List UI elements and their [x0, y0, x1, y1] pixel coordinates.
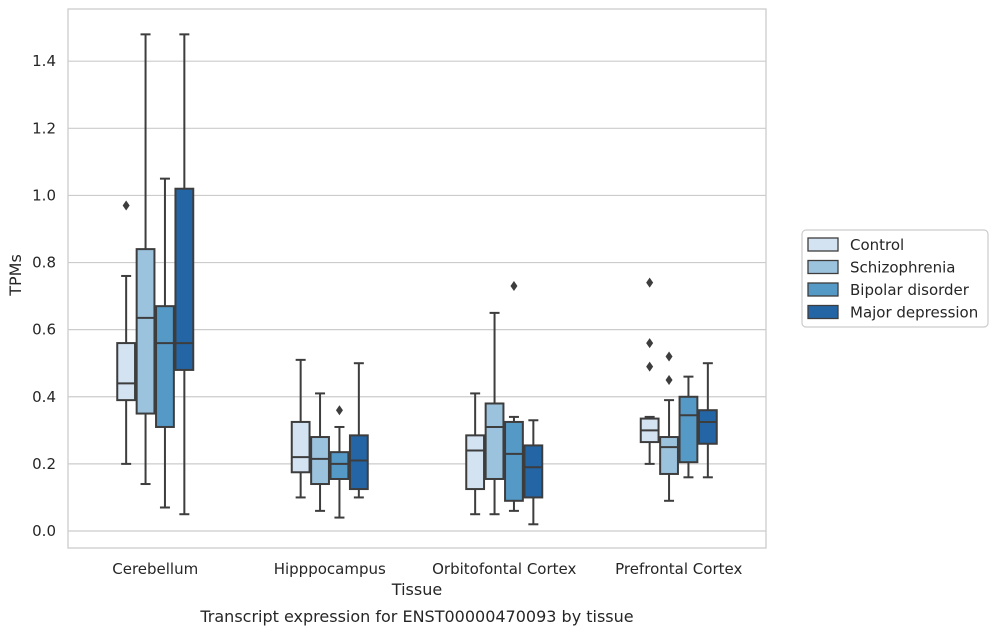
x-tick-labels: Cerebellum Hipppocampus Orbitofontal Corte…	[112, 560, 742, 578]
outlier-point	[665, 351, 673, 362]
y-axis-label: TPMs	[6, 254, 25, 297]
box-body	[290, 420, 311, 474]
box	[174, 33, 195, 516]
x-axis-label: Tissue	[391, 580, 442, 599]
box-plot-series	[116, 33, 718, 526]
y-tick-label: 1.2	[32, 119, 56, 137]
box	[697, 362, 718, 479]
box-body	[348, 434, 369, 491]
y-tick-labels: 0.0 0.2 0.4 0.6 0.8 1.0 1.2 1.4	[32, 52, 56, 540]
outlier-point	[510, 281, 518, 292]
plot-frame	[67, 8, 767, 549]
box-body	[174, 187, 195, 371]
legend-swatch	[807, 282, 839, 297]
legend: Control Schizophrenia Bipolar disorder Majo…	[801, 229, 989, 328]
legend-label: Schizophrenia	[850, 259, 955, 277]
legend-label: Bipolar disorder	[850, 281, 970, 299]
series-schizophrenia	[135, 33, 679, 516]
x-tick-label: Prefrontal Cortex	[615, 560, 742, 578]
outlier-point	[646, 338, 654, 349]
legend-item: Bipolar disorder	[807, 281, 970, 299]
x-tick-label: Cerebellum	[112, 560, 198, 578]
series-major-depression	[174, 33, 718, 526]
outlier-point	[665, 374, 673, 385]
y-tick-label: 0.6	[32, 321, 56, 339]
box	[639, 277, 660, 465]
chart-caption: Transcript expression for ENST0000047009…	[199, 607, 633, 626]
box	[135, 33, 156, 486]
box	[116, 200, 137, 465]
outlier-point	[646, 277, 654, 288]
legend-item: Control	[807, 236, 904, 254]
y-tick-label: 0.0	[32, 522, 56, 540]
box	[310, 392, 330, 512]
y-tick-label: 1.0	[32, 186, 56, 204]
box-body	[135, 248, 156, 415]
box-body	[659, 436, 679, 475]
outlier-point	[335, 405, 343, 416]
x-tick-label: Hipppocampus	[274, 560, 386, 578]
box-body	[329, 451, 350, 480]
legend-swatch	[807, 304, 839, 320]
legend-item: Major depression	[807, 304, 978, 322]
y-tick-label: 0.8	[32, 254, 56, 272]
box	[155, 177, 175, 509]
outlier-point	[122, 200, 130, 211]
series-control	[116, 200, 660, 516]
legend-frame	[801, 229, 989, 328]
box	[659, 351, 679, 502]
x-tick-label: Orbitofontal Cortex	[432, 560, 576, 578]
box-body	[155, 305, 175, 428]
box	[290, 358, 311, 499]
legend-label: Control	[850, 236, 904, 254]
box-body	[310, 436, 330, 486]
box-body	[504, 420, 524, 502]
y-tick-label: 0.2	[32, 455, 56, 473]
legend-item: Schizophrenia	[807, 259, 955, 277]
box	[678, 375, 699, 479]
box	[465, 392, 486, 516]
outlier-point	[646, 361, 654, 372]
box	[523, 419, 544, 526]
box-body	[116, 342, 137, 402]
box	[348, 362, 369, 499]
box-body	[465, 434, 486, 491]
box-body	[678, 395, 699, 464]
box-body	[697, 409, 718, 445]
box	[329, 405, 350, 519]
legend-swatch	[807, 259, 839, 275]
y-tick-label: 0.4	[32, 388, 56, 406]
y-tick-label: 1.4	[32, 52, 56, 70]
box-body	[484, 402, 505, 480]
box-body	[523, 444, 544, 499]
box	[504, 281, 524, 512]
series-bipolar-disorder	[155, 177, 699, 519]
legend-label: Major depression	[850, 304, 978, 322]
box	[484, 311, 505, 516]
legend-swatch	[807, 237, 839, 252]
